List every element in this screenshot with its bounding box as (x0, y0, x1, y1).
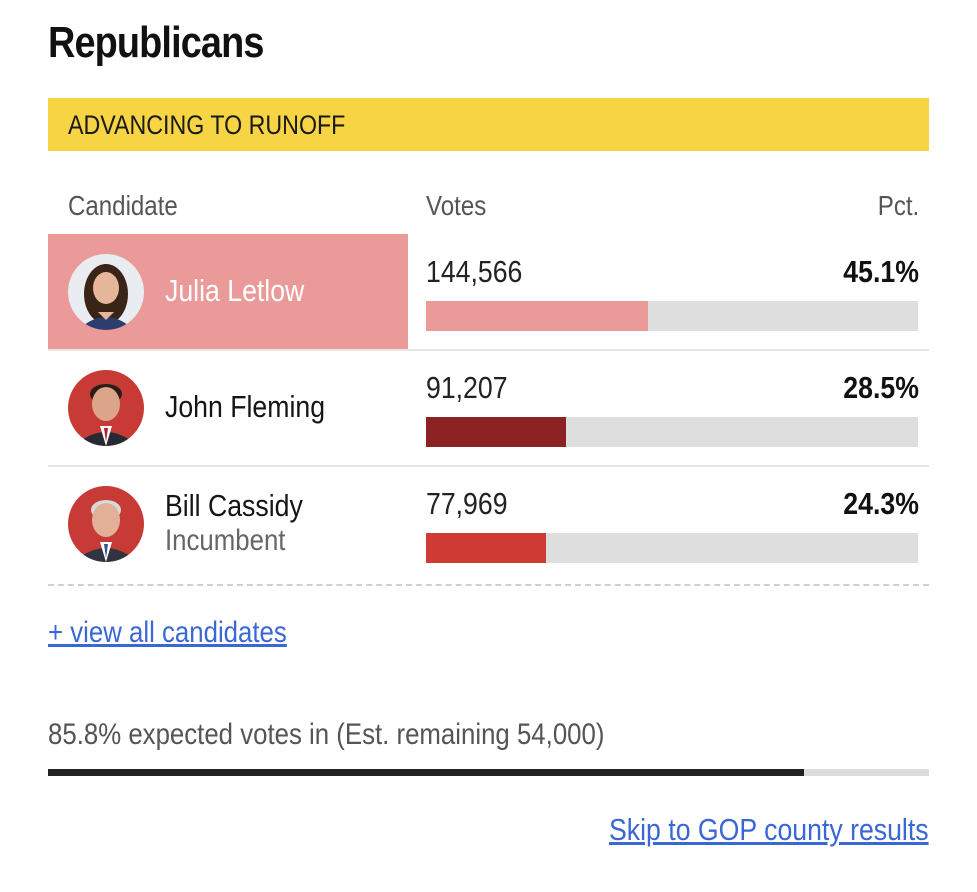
expected-votes-text: 85.8% expected votes in (Est. remaining … (48, 718, 605, 751)
vote-share-bar (426, 417, 918, 447)
vote-share-fill (426, 301, 648, 331)
candidate-photo (68, 254, 144, 330)
candidate-name: John Fleming (165, 389, 326, 424)
column-header-pct: Pct. (877, 190, 919, 221)
view-all-candidates-link[interactable]: + view all candidates (48, 616, 287, 649)
row-divider (48, 465, 929, 467)
candidate-name: Bill Cassidy (165, 488, 303, 523)
candidate-cell: Julia Letlow (48, 234, 408, 350)
vote-share-fill (426, 417, 567, 447)
candidate-name: Julia Letlow (165, 273, 305, 308)
vote-share-bar (426, 301, 918, 331)
column-header-votes: Votes (426, 190, 487, 221)
candidate-pct: 28.5% (843, 370, 919, 405)
candidate-photo (68, 370, 144, 446)
vote-share-fill (426, 533, 546, 563)
incumbent-label: Incumbent (165, 524, 286, 557)
candidate-votes: 144,566 (426, 254, 523, 289)
candidate-cell: John Fleming (48, 350, 408, 466)
candidate-cell: Bill Cassidy Incumbent (48, 466, 408, 582)
candidate-row: Bill Cassidy Incumbent 77,969 24.3% (48, 466, 929, 582)
runoff-banner: ADVANCING TO RUNOFF (48, 98, 929, 151)
candidate-row: John Fleming 91,207 28.5% (48, 350, 929, 466)
vote-share-bar (426, 533, 918, 563)
candidate-photo (68, 486, 144, 562)
skip-to-county-results-link[interactable]: Skip to GOP county results (609, 812, 929, 847)
candidate-votes: 91,207 (426, 370, 508, 405)
row-divider (48, 349, 929, 351)
dashed-divider (48, 584, 929, 586)
candidate-pct: 45.1% (843, 254, 919, 289)
candidate-votes: 77,969 (426, 486, 508, 521)
expected-votes-progress (48, 769, 929, 776)
column-header-candidate: Candidate (68, 190, 178, 221)
runoff-banner-label: ADVANCING TO RUNOFF (68, 110, 346, 140)
candidate-pct: 24.3% (843, 486, 919, 521)
candidate-row: Julia Letlow 144,566 45.1% (48, 234, 929, 350)
party-title: Republicans (48, 18, 264, 67)
expected-votes-progress-fill (48, 769, 804, 776)
